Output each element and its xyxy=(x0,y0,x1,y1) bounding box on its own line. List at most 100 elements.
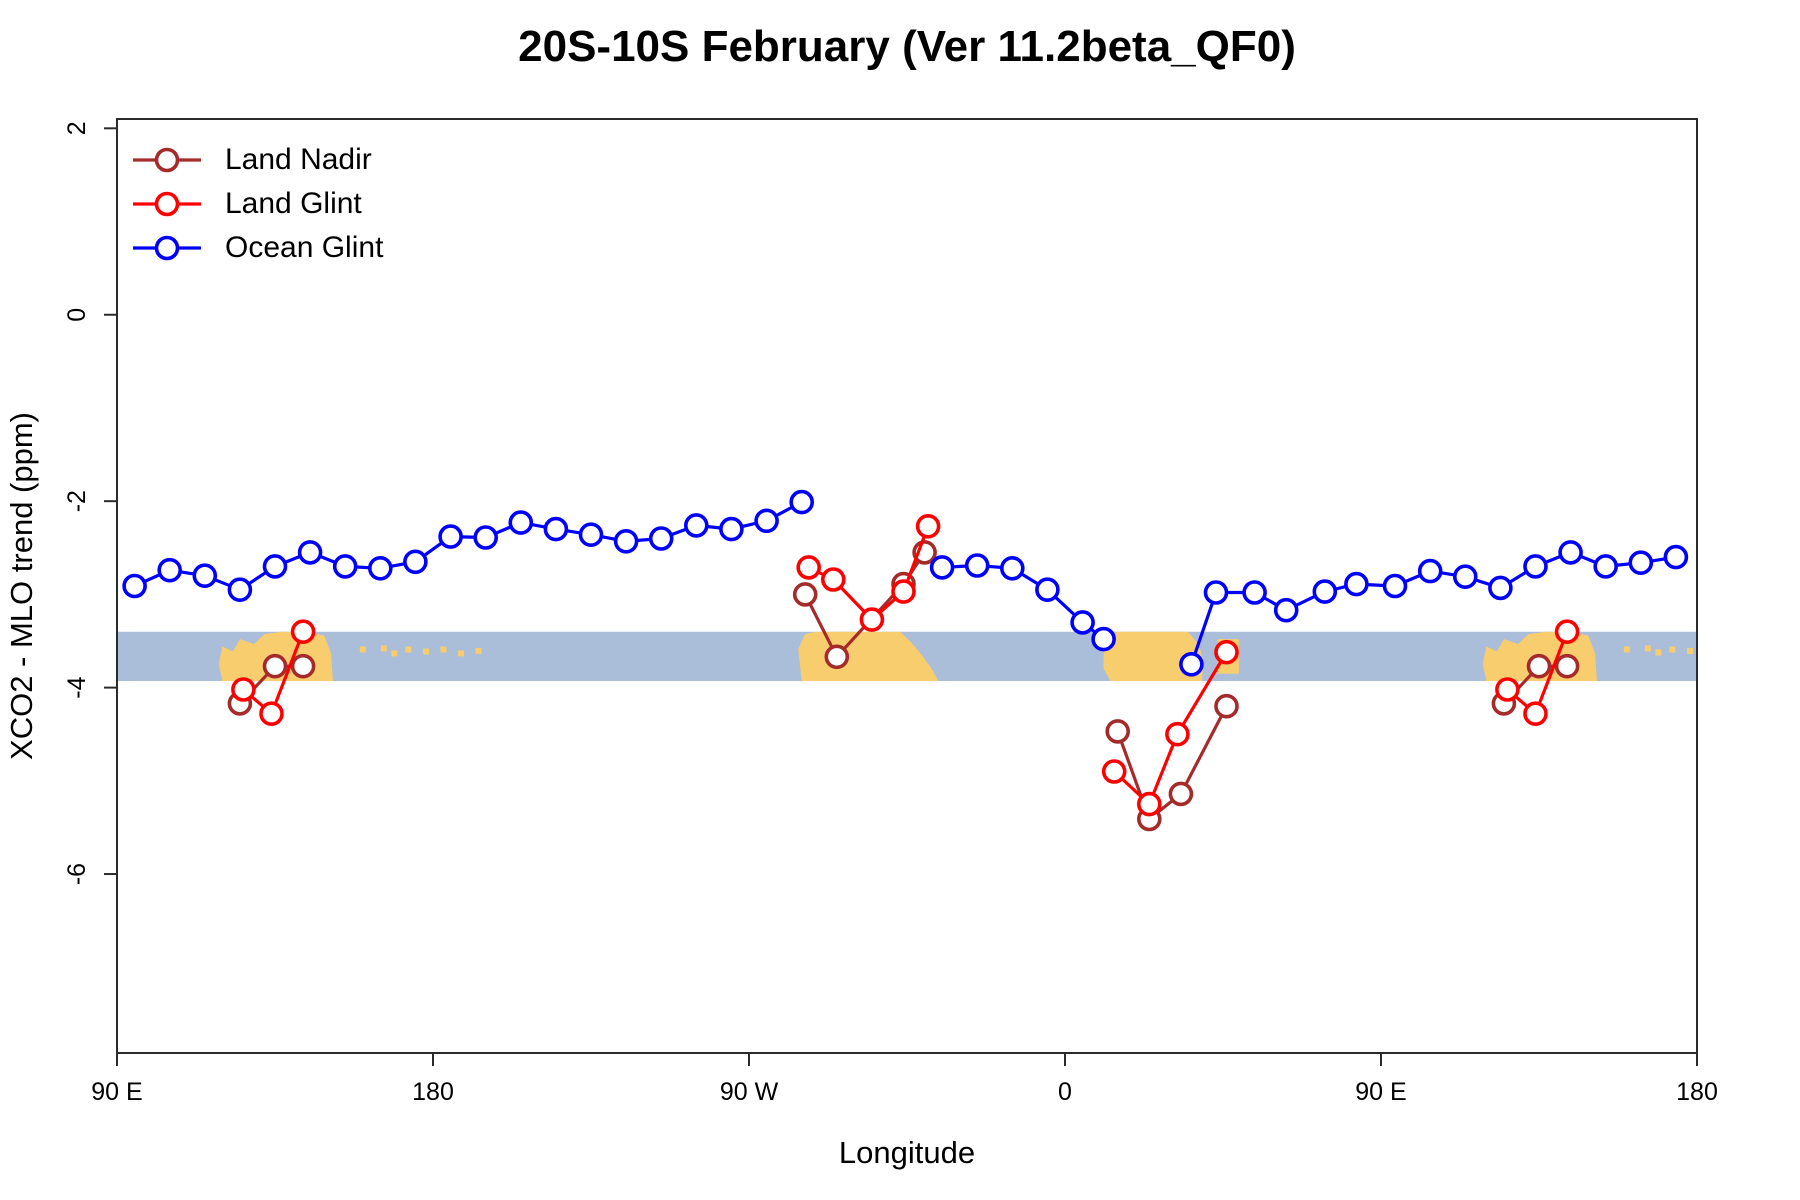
series-land-glint xyxy=(231,513,1580,817)
series-land-glint-point xyxy=(891,579,916,604)
series-land-nadir-point xyxy=(1554,653,1580,679)
series-land-glint-point xyxy=(859,607,885,632)
series-ocean-glint-point xyxy=(1488,575,1513,601)
series-land-glint-line xyxy=(1112,650,1229,806)
series-ocean-glint-point xyxy=(1663,544,1689,570)
series-ocean-glint-point xyxy=(1203,580,1229,605)
series-land-glint-point xyxy=(259,701,284,727)
series-ocean-glint-point xyxy=(1091,626,1116,652)
band-island-speckle xyxy=(1669,646,1676,653)
series-ocean-glint-point xyxy=(297,540,323,565)
y-tick-label: -6 xyxy=(63,863,91,885)
band-island-speckle xyxy=(391,650,398,657)
band-island-speckle xyxy=(1623,646,1630,653)
x-tick-label: 90 E xyxy=(1355,1078,1406,1106)
series-ocean-glint-point xyxy=(1273,597,1299,623)
series-land-nadir-point xyxy=(1214,693,1239,719)
y-axis-title: XCO2 - MLO trend (ppm) xyxy=(4,412,39,760)
series-ocean-glint-point xyxy=(367,555,393,581)
series-land-nadir xyxy=(227,540,1580,832)
series-land-nadir-point xyxy=(824,644,850,670)
legend-marker-land-glint-icon xyxy=(133,191,201,217)
band-island-speckle xyxy=(475,648,482,654)
legend-item-land-nadir: Land Nadir xyxy=(127,142,383,178)
series-ocean-glint-point xyxy=(648,526,674,551)
series-ocean-glint-point xyxy=(1628,550,1654,576)
series-ocean-glint-point xyxy=(578,522,604,548)
legend-label-land-nadir: Land Nadir xyxy=(225,143,372,176)
series-ocean-glint-point xyxy=(473,525,499,550)
series-ocean-glint-point xyxy=(508,510,534,535)
legend-marker-land-nadir-icon xyxy=(133,147,201,173)
series-ocean-glint-point xyxy=(929,555,955,580)
series-land-nadir-point xyxy=(792,582,818,607)
series-ocean-glint-point xyxy=(403,549,428,575)
band-island-speckle xyxy=(1644,645,1651,652)
legend-label-ocean-glint: Ocean Glint xyxy=(225,231,384,264)
band-island-speckle xyxy=(440,646,447,653)
series-ocean-glint-point xyxy=(964,553,990,578)
series-ocean-glint-point xyxy=(332,554,358,579)
series-ocean-glint-point xyxy=(719,516,744,542)
series-land-glint-point xyxy=(1523,701,1548,727)
y-tick-label: -2 xyxy=(63,490,91,512)
series-land-glint-point xyxy=(915,513,941,539)
series-ocean-glint-point xyxy=(1179,651,1204,677)
series-ocean-glint-point xyxy=(543,516,569,542)
series-land-glint-point xyxy=(1137,791,1162,817)
band-island-speckle xyxy=(405,646,412,653)
series-ocean-glint-point xyxy=(999,555,1025,581)
legend-item-land-glint: Land Glint xyxy=(127,186,383,222)
series-land-glint-point xyxy=(820,567,846,592)
series-ocean-glint-point xyxy=(157,557,182,583)
plot-box xyxy=(116,118,1698,1054)
series-land-glint-point xyxy=(796,555,822,580)
band-island-speckle xyxy=(1655,649,1662,656)
series-ocean-glint-point xyxy=(1523,554,1548,579)
band-island-speckle xyxy=(458,650,465,657)
series-land-glint-point xyxy=(1101,759,1127,784)
y-tick-label: 0 xyxy=(63,308,91,322)
y-tick-label: 2 xyxy=(63,121,91,135)
band-island-speckle xyxy=(380,645,387,652)
y-tick-label: -4 xyxy=(63,676,91,698)
series-ocean-glint-point xyxy=(1593,554,1618,579)
series-ocean-glint-point xyxy=(613,528,639,554)
series-land-glint-point xyxy=(231,677,256,702)
series-ocean-glint-point xyxy=(789,489,815,515)
series-ocean-glint-point xyxy=(262,554,288,579)
legend: Land Nadir Land Glint Ocean Glint xyxy=(127,142,383,274)
series-ocean-glint-point xyxy=(1035,577,1060,603)
series-land-glint-point xyxy=(290,619,316,645)
series-land-nadir-point xyxy=(1168,781,1194,807)
chart-title: 20S-10S February (Ver 11.2beta_QF0) xyxy=(518,22,1296,71)
series-land-glint-point xyxy=(1495,677,1520,702)
series-ocean-glint-point xyxy=(754,508,779,534)
series-ocean-glint-point xyxy=(1344,571,1369,597)
series-ocean-glint-point xyxy=(1312,579,1338,604)
x-tick-label: 0 xyxy=(1058,1078,1072,1106)
legend-label-land-glint: Land Glint xyxy=(225,187,362,220)
series-ocean-glint-point xyxy=(192,563,218,589)
x-tick-label: 90 E xyxy=(91,1078,142,1106)
series-land-nadir-line xyxy=(1116,704,1229,821)
series-land-nadir-point xyxy=(1105,719,1130,744)
series-ocean-glint-point xyxy=(122,573,147,599)
series-land-nadir-point xyxy=(1526,653,1552,679)
band-land-africa xyxy=(1103,631,1204,682)
band-island-speckle xyxy=(423,648,429,655)
x-tick-label: 180 xyxy=(1676,1078,1718,1106)
series-land-nadir-point xyxy=(262,653,288,679)
legend-marker-ocean-glint-icon xyxy=(133,235,201,261)
legend-item-ocean-glint: Ocean Glint xyxy=(127,230,383,266)
series-ocean-glint-point xyxy=(1242,580,1267,605)
series-land-glint-point xyxy=(1554,619,1580,645)
series-ocean-glint-point xyxy=(1070,610,1095,635)
band-island-speckle xyxy=(1687,648,1693,654)
series-land-nadir-point xyxy=(290,653,316,679)
series-ocean-glint xyxy=(122,489,1689,677)
series-land-glint-point xyxy=(1165,721,1190,747)
series-ocean-glint-point xyxy=(1558,540,1583,565)
